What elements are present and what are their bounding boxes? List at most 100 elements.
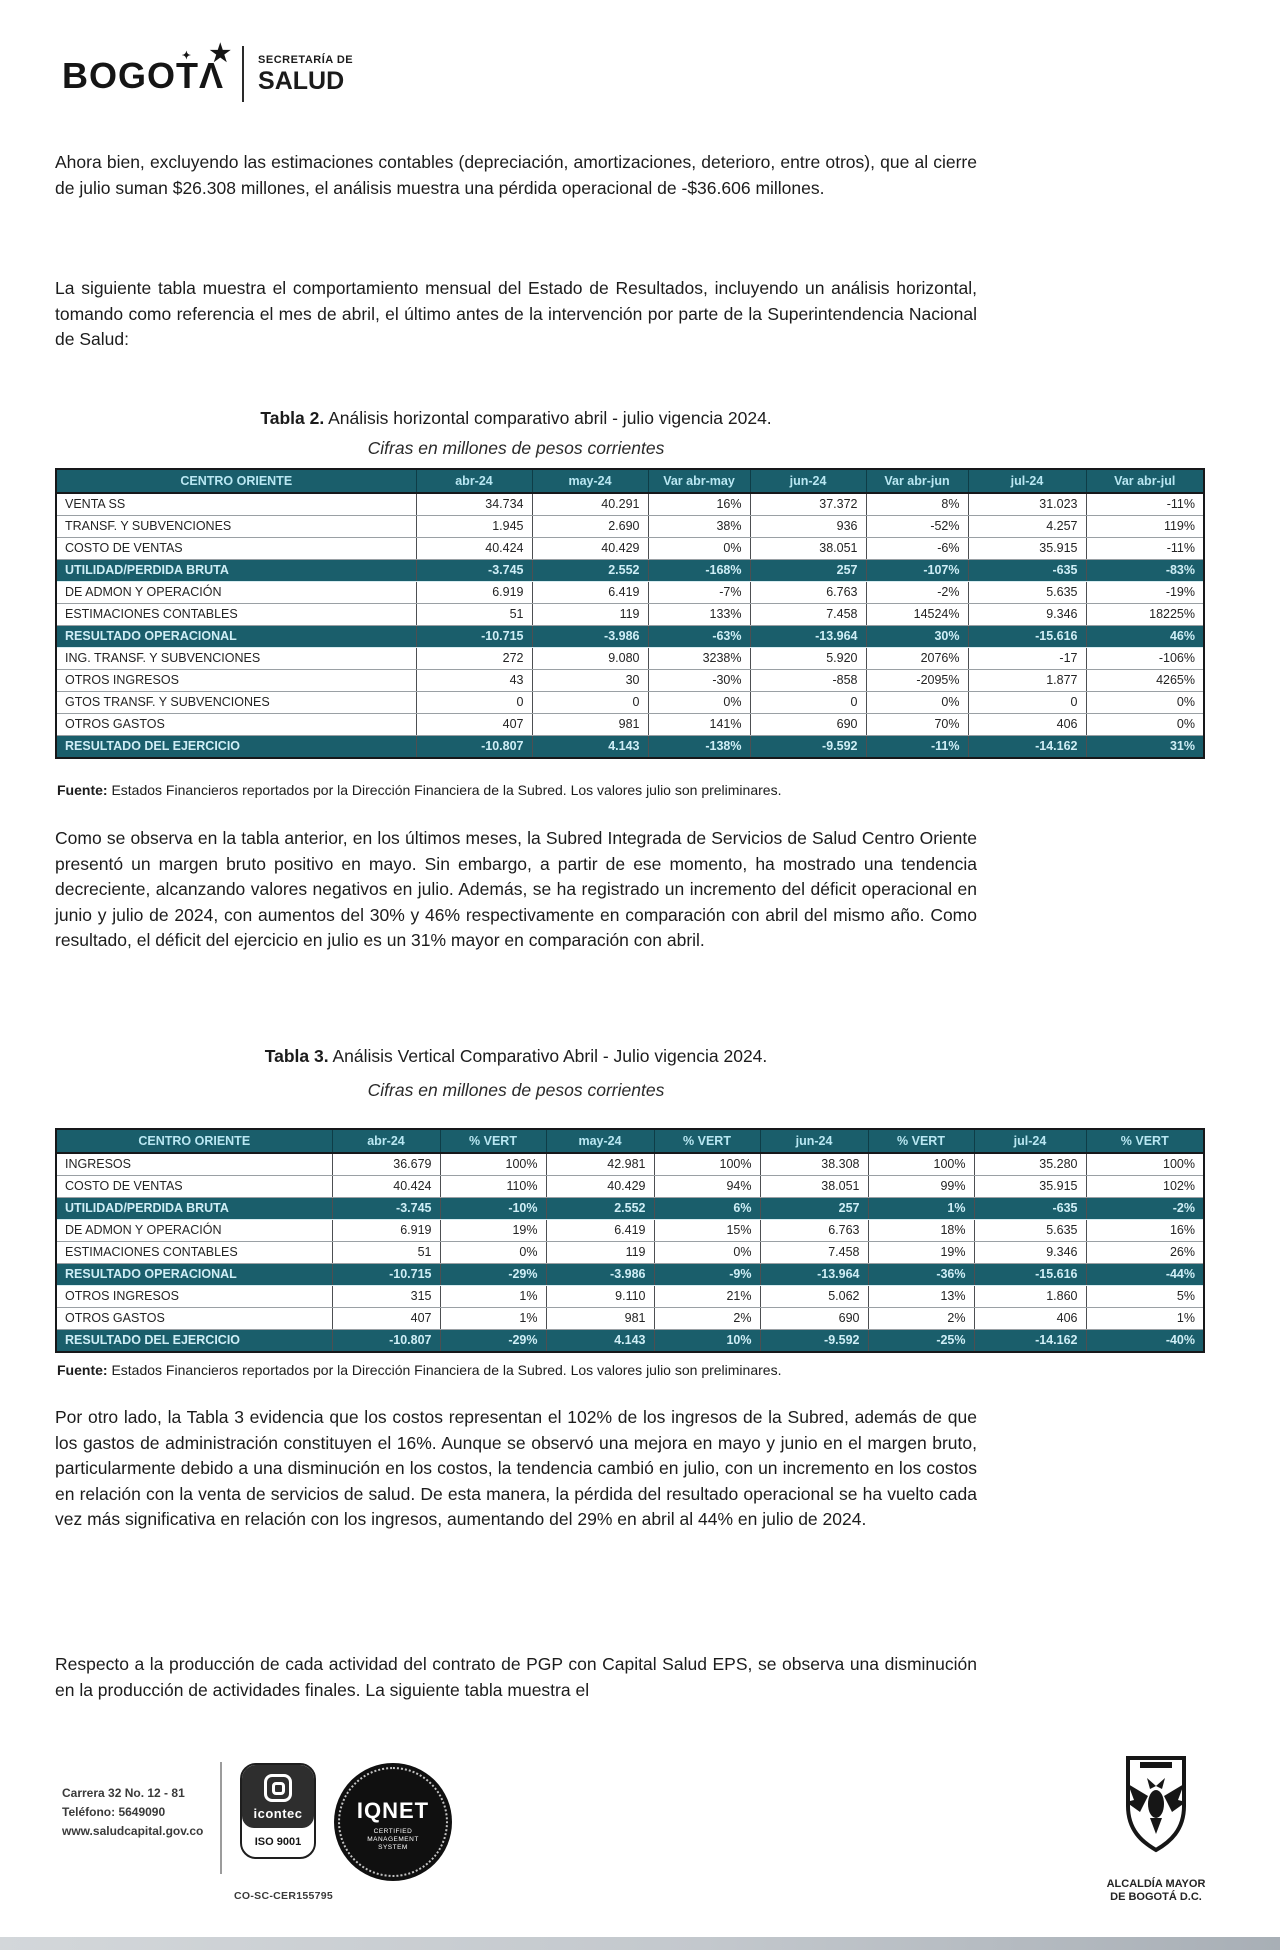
- table2-source: Fuente: Estados Financieros reportados p…: [57, 782, 782, 798]
- cell-value: 30: [531, 669, 649, 692]
- cell-value: 936: [749, 515, 867, 538]
- cell-value: -10.807: [331, 1329, 441, 1353]
- sparkle-icon: ✦: [181, 50, 193, 62]
- bogota-wordmark: BOGOTΛ ★ ✦: [62, 40, 231, 97]
- row-label: OTROS GASTOS: [55, 713, 417, 736]
- cell-value: 40.291: [531, 492, 649, 516]
- row-label: UTILIDAD/PERDIDA BRUTA: [55, 1197, 333, 1220]
- cell-value: 51: [331, 1241, 441, 1264]
- table-row: ESTIMACIONES CONTABLES 51 0% 119 0% 7.458 19% 9…: [55, 1241, 1205, 1264]
- cell-value: 141%: [647, 713, 751, 736]
- cell-value: 46%: [1085, 625, 1205, 648]
- cell-value: 16%: [1085, 1219, 1205, 1242]
- logo-divider: [242, 46, 245, 102]
- cell-value: 0: [967, 691, 1087, 714]
- column-header: % VERT: [867, 1128, 975, 1154]
- cell-value: 5.920: [749, 647, 867, 670]
- cell-value: 1.877: [967, 669, 1087, 692]
- cell-value: 6.919: [331, 1219, 441, 1242]
- cell-value: 9.080: [531, 647, 649, 670]
- icontec-logo-icon: icontec: [242, 1765, 314, 1828]
- cell-value: 34.734: [415, 492, 533, 516]
- cell-value: 0: [531, 691, 649, 714]
- cell-value: -168%: [647, 559, 751, 582]
- cell-value: 100%: [867, 1152, 975, 1176]
- column-header: % VERT: [1085, 1128, 1205, 1154]
- cell-value: 1%: [439, 1307, 547, 1330]
- cell-value: -14.162: [967, 735, 1087, 759]
- cell-value: -635: [973, 1197, 1087, 1220]
- cell-value: 51: [415, 603, 533, 626]
- icontec-spiral-icon: [264, 1774, 292, 1802]
- row-label: ING. TRANSF. Y SUBVENCIONES: [55, 647, 417, 670]
- table-row: TRANSF. Y SUBVENCIONES 1.945 2.690 38% 936 -5…: [55, 515, 1205, 538]
- cell-value: 690: [759, 1307, 869, 1330]
- row-label: UTILIDAD/PERDIDA BRUTA: [55, 559, 417, 582]
- cell-value: 406: [973, 1307, 1087, 1330]
- table-row: OTROS INGRESOS 43 30 -30% -858 -2095% 1.877 426…: [55, 669, 1205, 692]
- cell-value: -30%: [647, 669, 751, 692]
- table-row: COSTO DE VENTAS 40.424 110% 40.429 94% 38.051…: [55, 1175, 1205, 1198]
- cell-value: -40%: [1085, 1329, 1205, 1353]
- cell-value: -13.964: [749, 625, 867, 648]
- cell-value: -9.592: [759, 1329, 869, 1353]
- table-row: RESULTADO OPERACIONAL -10.715 -3.986 -63% -1…: [55, 625, 1205, 648]
- cell-value: 35.915: [973, 1175, 1087, 1198]
- cell-value: 0: [415, 691, 533, 714]
- row-label: TRANSF. Y SUBVENCIONES: [55, 515, 417, 538]
- column-header: Var abr-jul: [1085, 468, 1205, 494]
- cell-value: 0%: [647, 691, 751, 714]
- paragraph-analisis-tabla3: Por otro lado, la Tabla 3 evidencia que …: [55, 1407, 977, 1529]
- cell-value: 16%: [647, 492, 751, 516]
- cell-value: 35.915: [967, 537, 1087, 560]
- cell-value: 70%: [865, 713, 969, 736]
- cell-value: -29%: [439, 1329, 547, 1353]
- cell-value: -10%: [439, 1197, 547, 1220]
- bogota-text: BOGOT: [62, 55, 199, 96]
- cell-value: 8%: [865, 492, 969, 516]
- column-header: Var abr-jun: [865, 468, 969, 494]
- cell-value: 6.419: [545, 1219, 655, 1242]
- table-row: DE ADMON Y OPERACIÓN 6.919 19% 6.419 15% 6.76…: [55, 1219, 1205, 1242]
- cell-value: 119: [531, 603, 649, 626]
- cell-value: -36%: [867, 1263, 975, 1286]
- cell-value: 0%: [865, 691, 969, 714]
- table2-analisis-horizontal: CENTRO ORIENTE abr-24 may-24 Var abr-may jun…: [55, 468, 1205, 759]
- table-row: RESULTADO DEL EJERCICIO -10.807 -29% 4.143 1…: [55, 1329, 1205, 1353]
- cell-value: -13.964: [759, 1263, 869, 1286]
- secretaria-salud-label: SECRETARÍA DE SALUD: [258, 42, 353, 96]
- cell-value: 119: [545, 1241, 655, 1264]
- cell-value: 5.635: [967, 581, 1087, 604]
- cell-value: 2076%: [865, 647, 969, 670]
- table3-analisis-vertical: CENTRO ORIENTE abr-24% VERT may-24% VERT ju…: [55, 1128, 1205, 1353]
- star-icon: ★: [209, 40, 233, 67]
- cell-value: 2.690: [531, 515, 649, 538]
- iqnet-subtitle: CERTIFIED MANAGEMENT SYSTEM: [367, 1828, 419, 1851]
- header-row: CENTRO ORIENTE abr-24% VERT may-24% VERT ju…: [55, 1128, 1205, 1154]
- table-row: DE ADMON Y OPERACIÓN 6.919 6.419 -7% 6.763 -2…: [55, 581, 1205, 604]
- cell-value: 15%: [653, 1219, 761, 1242]
- cell-value: 5.062: [759, 1285, 869, 1308]
- paragraph-intro-tabla2: La siguiente tabla muestra el comportami…: [55, 278, 977, 349]
- row-label: ESTIMACIONES CONTABLES: [55, 603, 417, 626]
- row-label: OTROS INGRESOS: [55, 669, 417, 692]
- cell-value: -7%: [647, 581, 751, 604]
- cell-value: 40.429: [531, 537, 649, 560]
- cell-value: 4265%: [1085, 669, 1205, 692]
- table-row: OTROS INGRESOS 315 1% 9.110 21% 5.062 13% 1.860…: [55, 1285, 1205, 1308]
- cell-value: 2%: [867, 1307, 975, 1330]
- cell-value: -15.616: [973, 1263, 1087, 1286]
- cell-value: 1%: [1085, 1307, 1205, 1330]
- salud-text: SALUD: [258, 67, 345, 95]
- table-row: UTILIDAD/PERDIDA BRUTA -3.745 2.552 -168% 25…: [55, 559, 1205, 582]
- cell-value: 1.945: [415, 515, 533, 538]
- cell-value: 10%: [653, 1329, 761, 1353]
- cell-value: 31.023: [967, 492, 1087, 516]
- cell-value: 1%: [867, 1197, 975, 1220]
- row-label: COSTO DE VENTAS: [55, 1175, 333, 1198]
- icontec-label: icontec: [253, 1806, 303, 1821]
- cell-value: 42.981: [545, 1152, 655, 1176]
- table-row: ING. TRANSF. Y SUBVENCIONES 272 9.080 3238%…: [55, 647, 1205, 670]
- row-label: ESTIMACIONES CONTABLES: [55, 1241, 333, 1264]
